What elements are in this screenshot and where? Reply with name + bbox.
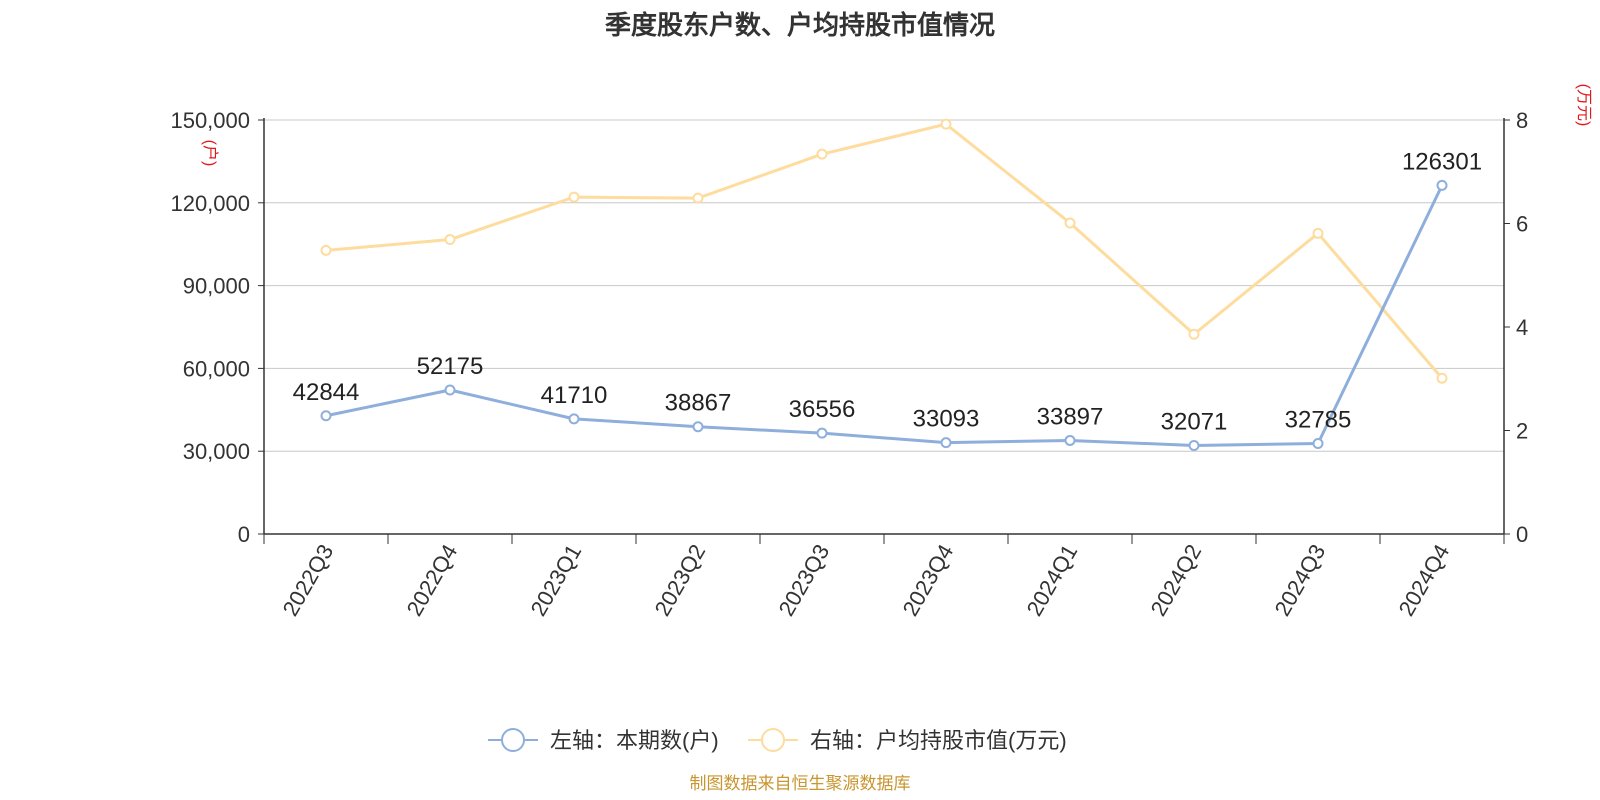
data-point [320,410,332,422]
data-point [816,427,828,439]
left-tick-label: 120,000 [170,191,250,216]
data-label: 52175 [417,353,484,380]
data-point [1188,439,1200,451]
data-point [444,384,456,396]
left-tick-label: 60,000 [183,356,250,381]
right-tick-label: 6 [1516,212,1528,237]
data-point [1312,227,1324,239]
data-point [320,244,332,256]
data-label: 36556 [789,396,856,423]
x-tick-label: 2023Q3 [774,540,835,620]
legend-item[interactable]: 左轴：本期数(户) [488,728,719,753]
data-point [692,421,704,433]
right-tick-label: 4 [1516,315,1528,340]
source-note: 制图数据来自恒生聚源数据库 [690,774,911,793]
data-point [444,234,456,246]
data-labels: 42844 52175 41710 38867 36556 33093 33897 32071… [293,148,1482,435]
x-tick-label: 2023Q4 [898,540,959,620]
legend-item[interactable]: 右轴：户均持股市值(万元) [748,728,1067,753]
x-tick-label: 2023Q1 [526,540,587,620]
x-tick-label: 2024Q2 [1146,540,1207,620]
right-tick-label: 2 [1516,419,1528,444]
data-label: 33093 [913,406,980,433]
data-label: 41710 [541,382,608,409]
data-label: 33897 [1037,403,1104,430]
chart-title: 季度股东户数、户均持股市值情况 [605,10,995,40]
left-tick-label: 0 [238,522,250,547]
right-tick-label: 0 [1516,522,1528,547]
legend[interactable]: 左轴：本期数(户) 右轴：户均持股市值(万元) [488,728,1067,753]
data-label: 32785 [1285,407,1352,434]
data-point [568,413,580,425]
data-point [568,191,580,203]
legend-label: 右轴：户均持股市值(万元) [810,728,1067,753]
left-tick-label: 150,000 [170,108,250,133]
data-point [1064,434,1076,446]
data-point [940,118,952,130]
left-tick-label: 30,000 [183,439,250,464]
legend-marker [761,728,785,752]
data-label: 38867 [665,390,732,417]
legend-label: 左轴：本期数(户) [550,728,719,753]
x-tick-label: 2022Q4 [402,540,463,620]
data-point [940,437,952,449]
data-point [1436,179,1448,191]
data-label: 42844 [293,379,360,406]
series-line [325,122,1444,380]
data-label: 32071 [1161,408,1228,435]
legend-marker [501,728,525,752]
data-point [1064,217,1076,229]
left-axis-unit: (户) [201,140,219,167]
right-axis-unit: (万元) [1575,84,1592,127]
x-tick-label: 2023Q2 [650,540,711,620]
right-tick-label: 8 [1516,108,1528,133]
series-line [325,184,1444,447]
data-label: 126301 [1402,148,1482,175]
series-layer [320,118,1448,451]
left-tick-label: 90,000 [183,274,250,299]
data-point [816,148,828,160]
data-point [1312,438,1324,450]
x-tick-label: 2022Q3 [278,540,339,620]
x-tick-label: 2024Q3 [1270,540,1331,620]
data-point [692,192,704,204]
x-tick-label: 2024Q4 [1394,540,1455,620]
grid-lines [264,119,1504,452]
axes: 0 30,000 60,000 90,000 120,000 150,000 0 2 4 6 8 20… [170,108,1528,620]
data-point [1436,372,1448,384]
data-point [1188,328,1200,340]
x-tick-label: 2024Q1 [1022,540,1083,620]
